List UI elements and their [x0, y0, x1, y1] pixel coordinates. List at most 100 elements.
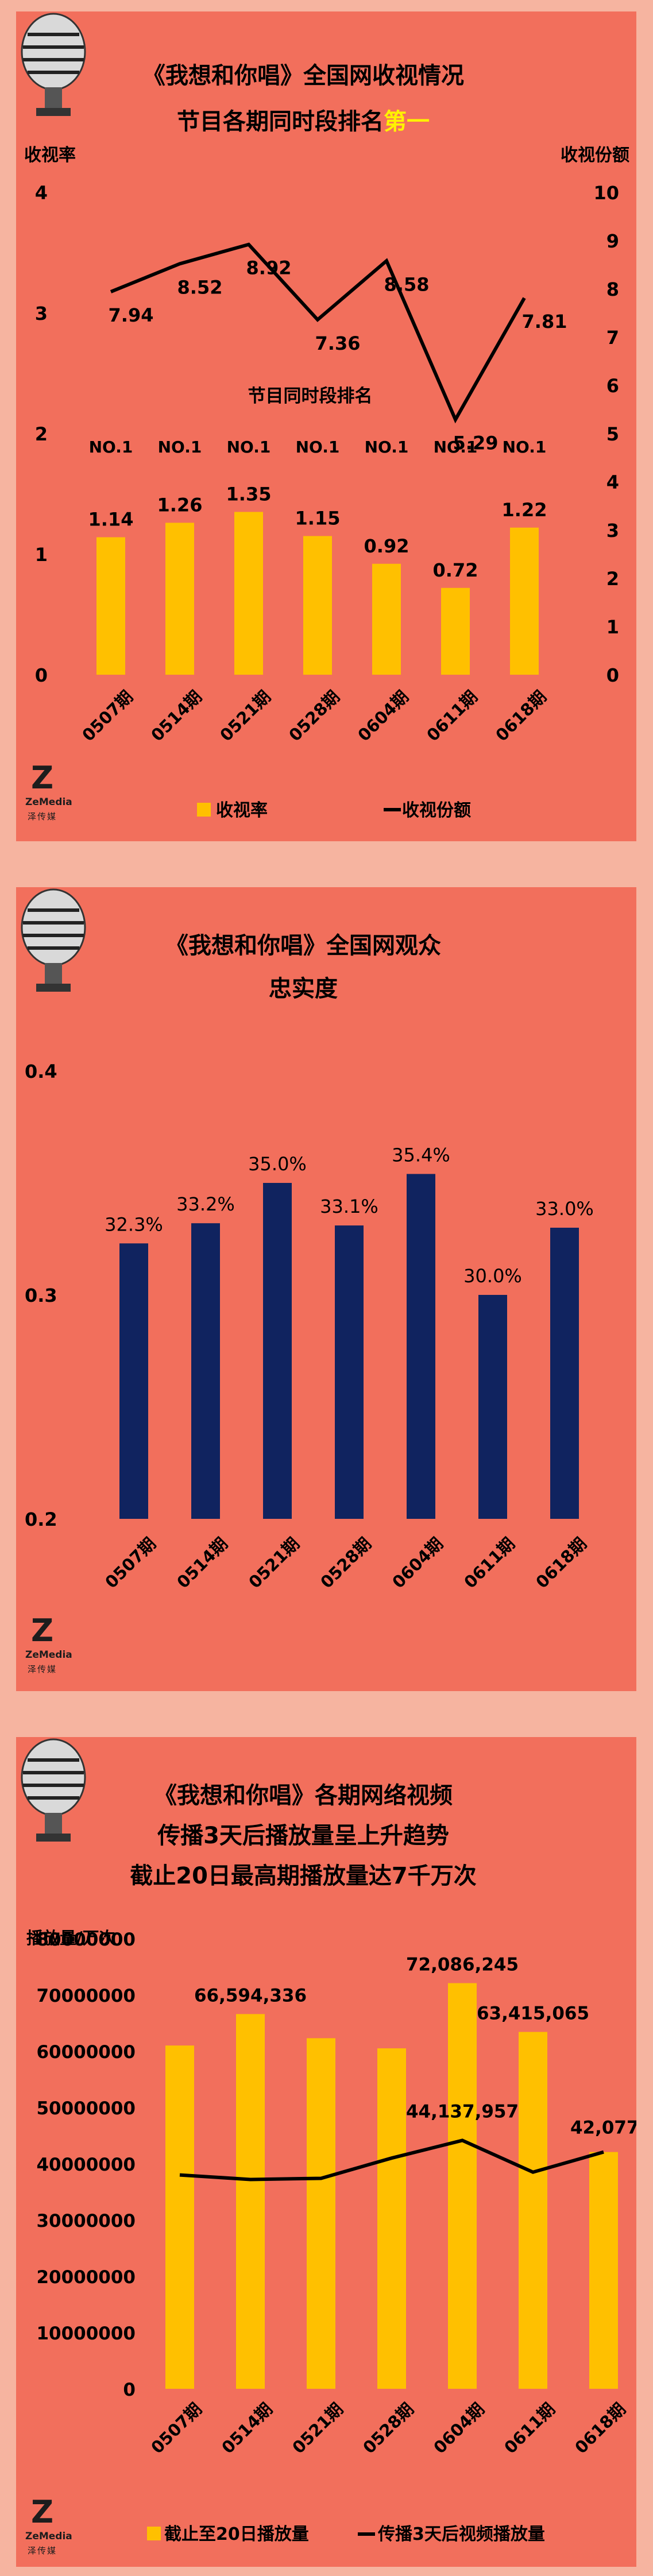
y-right-tick-label: 1	[606, 616, 619, 638]
line-value-label: 5.29	[453, 432, 499, 454]
zemedia-logo: Z ZeMedia 泽传媒	[25, 761, 94, 830]
x-tick-label: 0528期	[359, 2399, 418, 2458]
y-tick-label: 10000000	[36, 2323, 136, 2344]
share-line	[110, 242, 526, 424]
y-tick-label: 0.3	[25, 1285, 57, 1306]
legend-label-bar: 截止至20日播放量	[164, 2524, 309, 2544]
value-annotation: 63,415,065	[477, 2003, 589, 2024]
ratings-panel: 《我想和你唱》全国网收视情况 节目各期同时段排名第一 收视率 收视份额 0 1 2 3 4 0…	[16, 11, 636, 841]
x-tick-label: 0618期	[571, 2399, 629, 2458]
bar	[119, 1243, 148, 1519]
y-right-tick-label: 7	[606, 327, 619, 349]
y-tick-label: 80000000	[36, 1929, 136, 1950]
bar	[335, 1225, 364, 1519]
rank-label: NO.1	[89, 438, 133, 457]
x-tick-label: 0507期	[78, 687, 137, 745]
bar	[448, 1983, 477, 2389]
x-tick-label: 0611期	[423, 687, 481, 745]
y-axis-right-label: 收视份额	[561, 145, 629, 165]
chart2-title-line1: 《我想和你唱》全国网观众	[165, 933, 441, 959]
y-right-tick-label: 0	[606, 664, 619, 686]
line-value-label: 7.81	[522, 311, 567, 332]
bar-value-label: 33.2%	[176, 1193, 235, 1215]
line-value-label: 7.94	[109, 304, 154, 326]
logo-mark: Z	[31, 760, 54, 796]
y-left-tick-label: 2	[35, 423, 48, 445]
chart1-title-text: 节目各期同时段排名	[177, 109, 384, 135]
bar	[234, 512, 263, 675]
bar	[441, 587, 470, 675]
y-tick-label: 0	[123, 2380, 136, 2400]
microphone-icon	[21, 13, 86, 116]
legend-swatch-bar	[197, 803, 211, 817]
chart2-title-line2: 忠实度	[269, 976, 338, 1002]
bar	[303, 536, 332, 675]
y-right-tick-label: 9	[606, 230, 619, 252]
x-tick-label: 0604期	[354, 687, 412, 745]
x-tick-label: 0521期	[288, 2399, 347, 2458]
bar-value-label: 0.72	[433, 559, 478, 581]
loyalty-panel: 《我想和你唱》全国网观众 忠实度 0.2 0.3 0.4 32.3% 0507期 33.2…	[16, 887, 636, 1691]
y-left-tick-label: 4	[35, 182, 48, 204]
bar	[550, 1228, 579, 1519]
logo-name: ZeMedia	[25, 796, 72, 808]
bar	[519, 2032, 547, 2389]
y-left-tick-label: 0	[35, 664, 48, 686]
x-tick-label: 0618期	[492, 687, 550, 745]
y-tick-label: 50000000	[36, 2098, 136, 2119]
y-tick-label: 30000000	[36, 2211, 136, 2231]
legend-label-bar: 收视率	[216, 800, 268, 821]
x-tick-label: 0611期	[500, 2399, 559, 2458]
bar-value-label: 1.35	[226, 484, 272, 505]
x-tick-label: 0604期	[388, 1534, 447, 1592]
zemedia-logo: Z ZeMedia 泽传媒	[25, 1614, 94, 1682]
rank-heading: 节目同时段排名	[248, 386, 373, 407]
chart3-title-line2: 传播3天后播放量呈上升趋势	[157, 1823, 449, 1849]
x-tick-label: 0604期	[430, 2399, 488, 2458]
bar	[96, 537, 125, 675]
y-left-tick-label: 1	[35, 544, 48, 566]
bar-value-label: 32.3%	[105, 1213, 163, 1235]
y-right-tick-label: 4	[606, 471, 619, 493]
line-value-label: 7.36	[315, 332, 361, 354]
bar	[372, 563, 401, 675]
bar-value-label: 35.0%	[248, 1153, 307, 1175]
bar	[263, 1183, 292, 1519]
rank-label: NO.1	[434, 438, 478, 457]
bar-value-label: 1.26	[157, 494, 203, 516]
y-tick-label: 0.2	[25, 1509, 57, 1530]
rank-label: NO.1	[227, 438, 271, 457]
x-tick-label: 0507期	[147, 2399, 206, 2458]
y-left-tick-label: 3	[35, 303, 48, 324]
bar-value-label: 33.1%	[320, 1196, 378, 1217]
bar	[236, 2014, 265, 2389]
bar-value-label: 1.15	[295, 508, 341, 529]
line-value-label: 8.52	[177, 276, 223, 298]
bar-value-label: 1.22	[502, 499, 547, 521]
logo-cn: 泽传媒	[28, 1664, 57, 1674]
chart3-title-line3: 截止20日最高期播放量达7千万次	[130, 1863, 477, 1889]
bar	[510, 527, 539, 675]
value-annotation: 44,137,957	[406, 2101, 519, 2122]
rank-label: NO.1	[503, 438, 547, 457]
x-tick-label: 0514期	[147, 687, 206, 745]
x-tick-label: 0521期	[245, 1534, 303, 1592]
chart1-svg: 收视率 收视份额01234012345678910节目同时段排名1.14NO.10…	[24, 145, 629, 821]
views-line	[179, 2138, 604, 2182]
y-tick-label: 0.4	[25, 1061, 57, 1082]
logo-mark: Z	[31, 1612, 54, 1649]
chart1-title-line2: 节目各期同时段排名第一	[16, 103, 590, 140]
bar	[407, 1174, 435, 1519]
chart3-title-line1: 《我想和你唱》各期网络视频	[154, 1782, 453, 1809]
chart1-title-line1: 《我想和你唱》全国网收视情况	[142, 63, 464, 89]
bar	[307, 2038, 335, 2389]
y-right-tick-label: 2	[606, 568, 619, 590]
x-tick-label: 0528期	[316, 1534, 375, 1592]
x-tick-label: 0507期	[101, 1534, 160, 1592]
bar-value-label: 35.4%	[392, 1144, 450, 1166]
y-tick-label: 70000000	[36, 1986, 136, 2006]
y-right-tick-label: 10	[593, 182, 619, 204]
logo-mark: Z	[31, 2494, 54, 2530]
value-annotation: 72,086,245	[406, 1955, 519, 1975]
bar	[589, 2152, 618, 2389]
